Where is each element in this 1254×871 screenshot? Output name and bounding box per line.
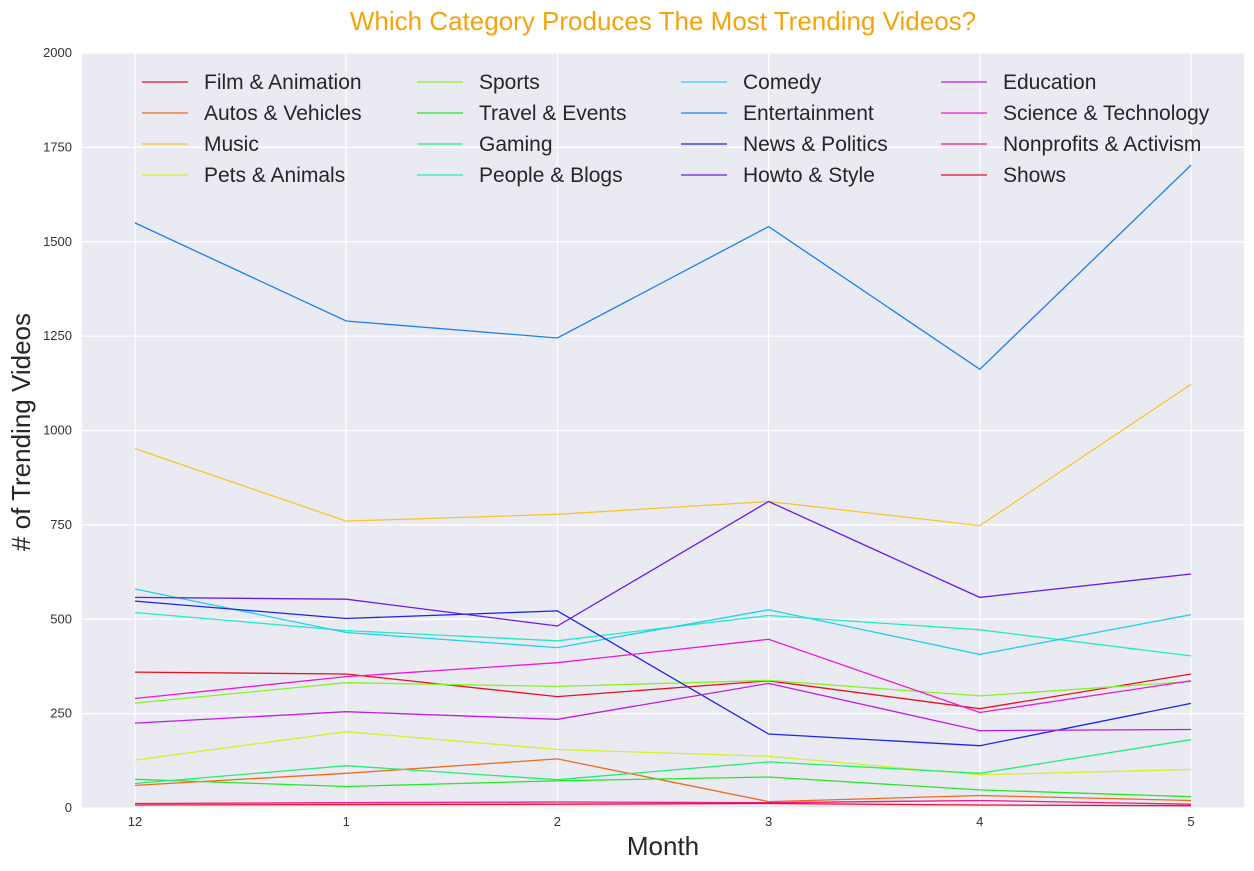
series-line [134,638,1192,714]
series-line [134,671,1192,710]
series-line [134,679,1192,704]
legend-label: Film & Animation [204,71,362,94]
y-tick-label: 1000 [43,423,72,438]
legend-label: Comedy [743,71,822,94]
legend-label: Nonprofits & Activism [1003,133,1201,156]
legend-label: Music [204,133,259,156]
series-line [134,500,1192,627]
legend-entry: Sports [417,71,540,94]
legend-entry: Science & Technology [941,102,1210,125]
series-line [134,799,1192,805]
legend-label: People & Blogs [479,164,623,187]
x-axis-label: Month [627,831,699,861]
y-tick-label: 0 [65,800,72,815]
series-lines [134,164,1192,807]
legend-entry: People & Blogs [417,164,623,187]
legend-entry: Education [941,71,1096,94]
y-tick-label: 500 [50,611,72,626]
series-line [134,600,1192,747]
legend-label: Sports [479,71,540,94]
legend-entry: Entertainment [681,102,874,125]
y-tick-label: 1500 [43,234,72,249]
legend-entry: Comedy [681,71,822,94]
legend-entry: Music [142,133,259,156]
y-tick-label: 1250 [43,328,72,343]
legend-entry: Howto & Style [681,164,875,187]
legend-label: Science & Technology [1003,102,1210,125]
x-tick-label: 3 [765,814,772,829]
legend-entry: Nonprofits & Activism [941,133,1201,156]
y-tick-label: 1750 [43,139,72,154]
series-line [134,682,1192,732]
series-line [134,802,1192,807]
legend-entry: Film & Animation [142,71,362,94]
legend: Film & Animation Autos & Vehicles Music Pet… [142,71,1210,187]
legend-entry: News & Politics [681,133,888,156]
legend-entry: Autos & Vehicles [142,102,362,125]
series-line [134,731,1192,776]
y-tick-label: 250 [50,706,72,721]
legend-entry: Pets & Animals [142,164,345,187]
x-tick-label: 4 [976,814,983,829]
legend-label: News & Politics [743,133,888,156]
legend-entry: Gaming [417,133,553,156]
x-tick-label: 5 [1187,814,1194,829]
legend-entry: Travel & Events [417,102,626,125]
series-line [134,383,1192,527]
x-axis-ticks: 12 1 2 3 4 5 [128,814,1195,829]
series-line [134,758,1192,803]
chart-title: Which Category Produces The Most Trendin… [350,6,976,36]
series-line [134,588,1192,656]
legend-label: Pets & Animals [204,164,345,187]
series-line [134,776,1192,798]
legend-entry: Shows [941,164,1066,187]
x-tick-label: 1 [343,814,350,829]
series-line [134,164,1192,371]
legend-label: Shows [1003,164,1066,187]
legend-label: Gaming [479,133,553,156]
x-tick-label: 2 [554,814,561,829]
series-line [134,739,1192,785]
x-tick-label: 12 [128,814,142,829]
legend-label: Autos & Vehicles [204,102,362,125]
legend-label: Howto & Style [743,164,875,187]
y-axis-ticks: 0 250 500 750 1000 1250 1500 1750 2000 [43,45,72,815]
legend-label: Entertainment [743,102,874,125]
y-tick-label: 750 [50,517,72,532]
legend-label: Travel & Events [479,102,626,125]
legend-label: Education [1003,71,1096,94]
y-tick-label: 2000 [43,45,72,60]
y-axis-label: # of Trending Videos [6,313,36,551]
